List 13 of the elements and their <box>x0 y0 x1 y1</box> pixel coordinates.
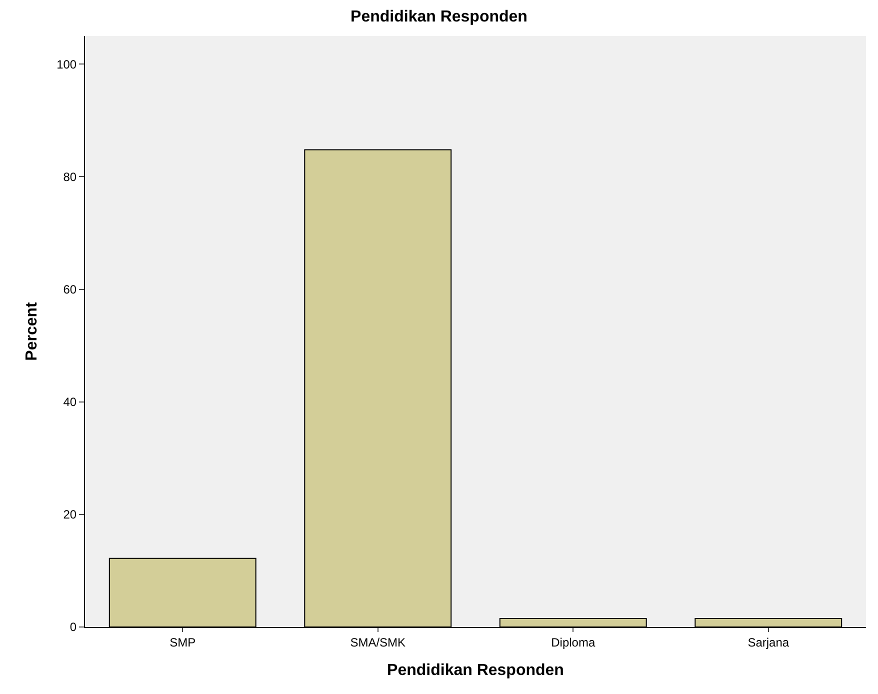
y-axis-title: Percent <box>23 301 40 361</box>
x-tick-label: Sarjana <box>748 635 790 650</box>
y-tick-label: 80 <box>63 170 77 184</box>
y-tick-label: 0 <box>70 620 77 634</box>
y-tick-label: 20 <box>63 508 77 522</box>
y-tick-label: 60 <box>63 282 77 296</box>
x-tick-label: SMP <box>170 635 196 650</box>
chart-title: Pendidikan Responden <box>350 8 528 26</box>
x-tick-label: Diploma <box>551 635 596 650</box>
y-tick-label: 100 <box>56 57 77 72</box>
x-tick-label: SMA/SMK <box>350 635 406 650</box>
y-tick-label: 40 <box>63 395 77 410</box>
x-axis-title: Pendidikan Responden <box>387 662 564 680</box>
